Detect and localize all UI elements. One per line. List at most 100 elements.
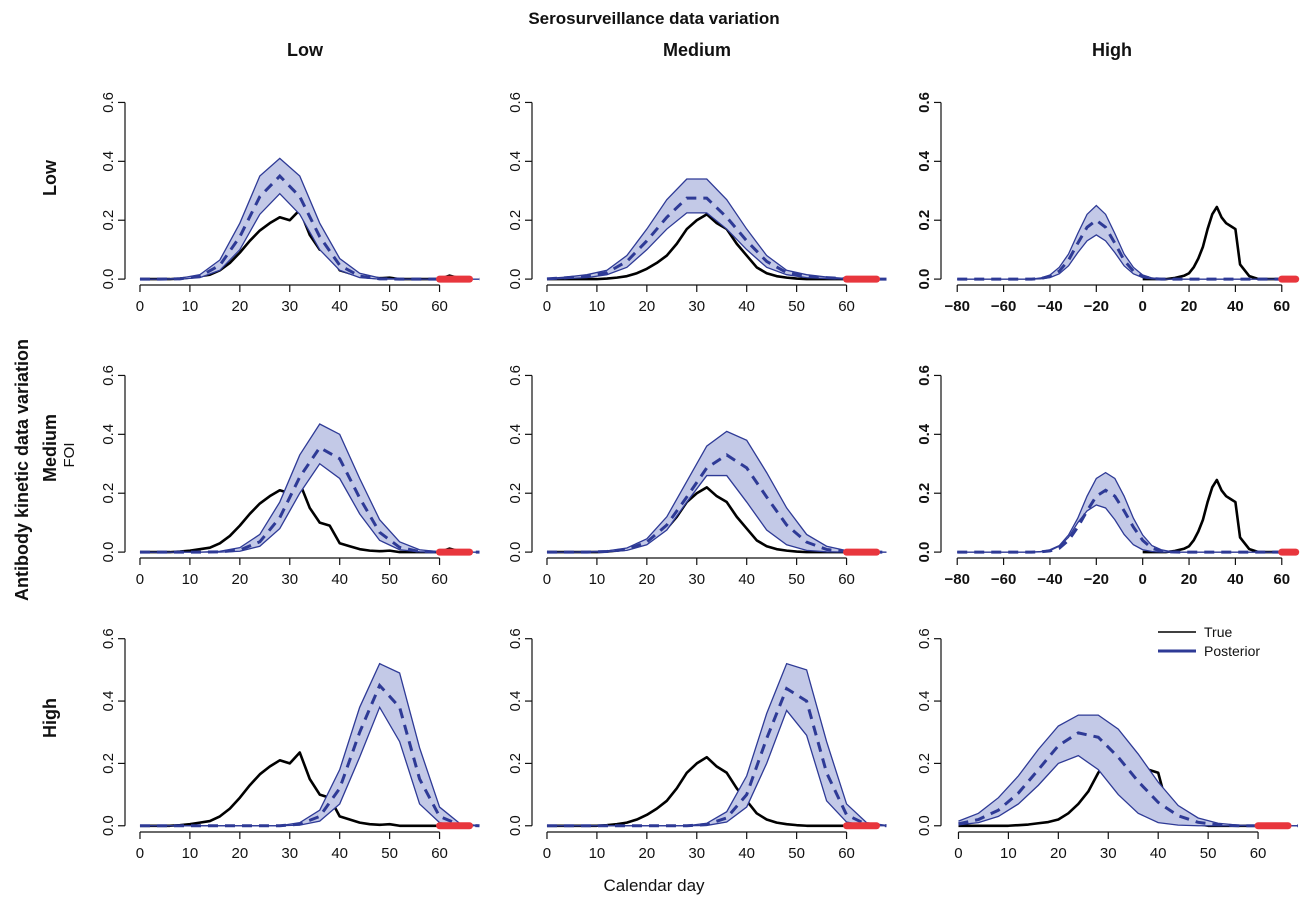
x-tick-label: 0 xyxy=(136,845,144,862)
x-tick-label: 60 xyxy=(1250,845,1267,862)
band-upper xyxy=(957,204,1292,280)
x-tick-label: 40 xyxy=(331,571,348,588)
x-tick-label: 10 xyxy=(589,298,606,315)
panel: 0.0 0.2 0.4 0.6 −80 −60 −40 −20 0 20 40 60 xyxy=(916,92,1296,315)
panel: 0.0 0.2 0.4 0.6 0 10 20 30 40 50 60 xyxy=(100,92,480,315)
posterior-median xyxy=(139,682,480,828)
x-tick-label: 40 xyxy=(331,298,348,315)
band-lower xyxy=(958,754,1298,827)
y-tick-label: 0.6 xyxy=(916,628,933,649)
y-tick-label: 0.4 xyxy=(100,424,117,445)
x-tick-label: 0 xyxy=(543,845,551,862)
x-tick-label: −20 xyxy=(1084,571,1109,588)
posterior-median xyxy=(546,453,887,554)
y-tick-label: 0.6 xyxy=(100,628,117,649)
posterior-median xyxy=(957,488,1292,554)
panel: 0.0 0.2 0.4 0.6 0 10 20 30 40 50 60 xyxy=(507,628,887,862)
x-tick-label: 10 xyxy=(589,845,606,862)
panel: 0.0 0.2 0.4 0.6 0 10 20 30 40 50 60 xyxy=(100,365,480,588)
x-tick-label: −60 xyxy=(991,298,1016,315)
panel: 0.0 0.2 0.4 0.6 0 10 20 30 40 50 60 xyxy=(507,365,887,588)
x-tick-label: 20 xyxy=(1181,571,1198,588)
band-lower xyxy=(546,474,887,553)
y-tick-label: 0.6 xyxy=(916,365,933,386)
y-tick-label: 0.0 xyxy=(916,542,933,563)
x-tick-label: 60 xyxy=(838,298,855,315)
row-label: Medium xyxy=(40,414,60,482)
x-tick-label: −40 xyxy=(1037,571,1062,588)
x-tick-label: 40 xyxy=(738,298,755,315)
plot-area xyxy=(546,430,887,554)
legend-label: Posterior xyxy=(1204,643,1260,659)
x-tick-label: 20 xyxy=(231,845,248,862)
y-tick-label: 0.2 xyxy=(507,483,524,504)
x-tick-label: 60 xyxy=(431,298,448,315)
y-tick-label: 0.4 xyxy=(100,691,117,712)
panel: 0.0 0.2 0.4 0.6 0 10 20 30 40 50 60 xyxy=(100,628,480,862)
y-axis-label: FOI xyxy=(61,443,78,468)
y-tick-label: 0.6 xyxy=(100,365,117,386)
posterior-median xyxy=(957,218,1292,281)
x-tick-label: 50 xyxy=(788,571,805,588)
x-tick-label: 60 xyxy=(838,571,855,588)
x-tick-label: −20 xyxy=(1084,298,1109,315)
x-tick-label: 30 xyxy=(688,298,705,315)
x-tick-label: 40 xyxy=(1227,298,1244,315)
x-tick-label: 20 xyxy=(638,571,655,588)
row-label: Low xyxy=(40,159,60,196)
column-label: High xyxy=(1092,40,1132,60)
y-tick-label: 0.4 xyxy=(916,150,933,172)
x-tick-label: 40 xyxy=(331,845,348,862)
y-tick-label: 0.4 xyxy=(507,151,524,172)
x-tick-label: 60 xyxy=(431,845,448,862)
x-tick-label: 50 xyxy=(381,298,398,315)
plot-area xyxy=(546,662,887,828)
y-tick-label: 0.6 xyxy=(507,365,524,386)
x-axis-label: Calendar day xyxy=(603,876,705,895)
plot-area xyxy=(546,178,887,281)
x-tick-label: 0 xyxy=(543,298,551,315)
plot-area xyxy=(958,714,1298,828)
legend-label: True xyxy=(1204,624,1232,640)
panel: 0.0 0.2 0.4 0.6 0 10 20 30 40 50 60 xyxy=(507,92,887,315)
credible-band xyxy=(139,424,480,553)
y-tick-label: 0.2 xyxy=(507,210,524,231)
true-line xyxy=(546,213,877,281)
y-tick-label: 0.2 xyxy=(916,483,933,504)
y-tick-label: 0.0 xyxy=(507,269,524,290)
x-tick-label: 60 xyxy=(1273,571,1290,588)
column-label: Low xyxy=(287,40,324,60)
credible-band xyxy=(957,205,1292,280)
x-tick-label: 10 xyxy=(1000,845,1017,862)
x-tick-label: 20 xyxy=(1181,298,1198,315)
x-tick-label: 60 xyxy=(838,845,855,862)
posterior-median xyxy=(546,686,887,828)
x-tick-label: 0 xyxy=(543,571,551,588)
panel: 0.0 0.2 0.4 0.6 0 10 20 30 40 50 60 True Posterior xyxy=(916,624,1298,862)
plot-area xyxy=(957,471,1296,554)
x-tick-label: 0 xyxy=(954,845,962,862)
x-tick-label: 20 xyxy=(638,845,655,862)
x-tick-label: 30 xyxy=(688,845,705,862)
x-tick-label: 10 xyxy=(182,298,199,315)
x-tick-label: −60 xyxy=(991,571,1016,588)
true-line xyxy=(139,751,470,828)
x-tick-label: 50 xyxy=(1200,845,1217,862)
y-tick-label: 0.0 xyxy=(100,815,117,836)
y-tick-label: 0.0 xyxy=(100,269,117,290)
x-tick-label: 50 xyxy=(788,845,805,862)
y-tick-label: 0.6 xyxy=(507,92,524,113)
x-tick-label: 20 xyxy=(231,571,248,588)
credible-band xyxy=(139,663,480,826)
x-tick-label: 50 xyxy=(788,298,805,315)
y-tick-label: 0.2 xyxy=(100,210,117,231)
x-tick-label: 40 xyxy=(738,845,755,862)
y-tick-label: 0.2 xyxy=(916,753,933,774)
x-tick-label: −80 xyxy=(945,571,970,588)
y-tick-label: 0.0 xyxy=(507,542,524,563)
credible-band xyxy=(546,663,887,826)
credible-band xyxy=(546,179,887,280)
column-label: Medium xyxy=(663,40,731,60)
plot-area xyxy=(139,157,480,281)
